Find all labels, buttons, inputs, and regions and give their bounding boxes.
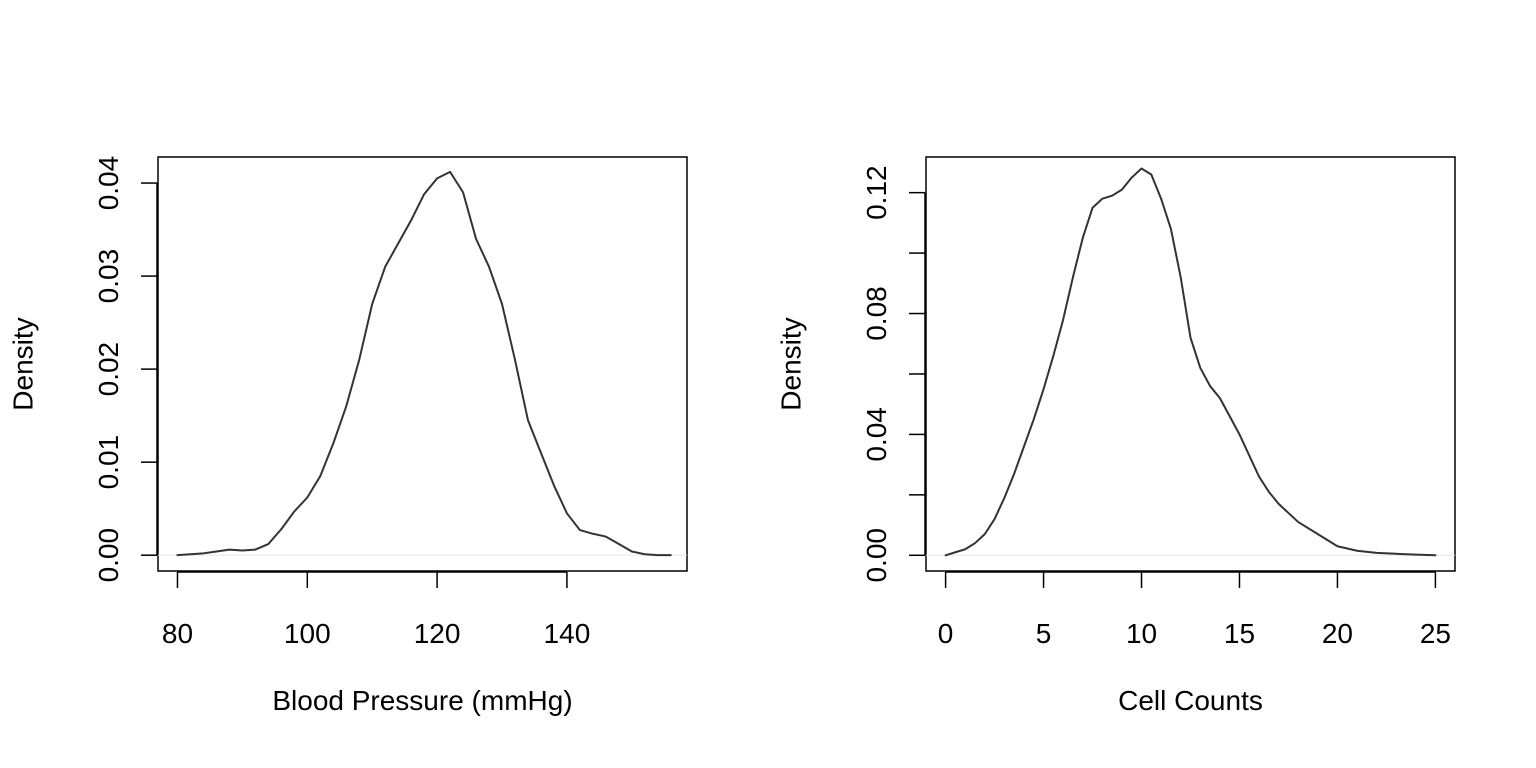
cc-x-tick-label: 10 (1126, 618, 1157, 649)
blood-pressure-density-panel: 80 100 120 140 0.00 0.01 0.02 0.03 0.04 Blood Pre… (7, 156, 688, 716)
bp-x-tick-label: 120 (414, 618, 461, 649)
bp-y-tick-label: 0.03 (93, 249, 124, 304)
cc-y-tick-label: 0.04 (861, 407, 892, 462)
cc-density-curve (944, 167, 1437, 557)
bp-x-axis-title: Blood Pressure (mmHg) (272, 685, 572, 716)
bp-y-tick-label: 0.04 (93, 156, 124, 211)
bp-density-curve (176, 170, 672, 557)
cc-x-axis-title: Cell Counts (1118, 685, 1263, 716)
bp-x-tick-label: 80 (162, 618, 193, 649)
cc-x-tick-label: 5 (1036, 618, 1052, 649)
bp-x-tick-label: 100 (284, 618, 331, 649)
cc-x-tick-label: 0 (938, 618, 954, 649)
cc-y-tick-label: 0.12 (861, 165, 892, 220)
cc-x-tick-label: 20 (1322, 618, 1353, 649)
bp-y-axis-title: Density (7, 317, 38, 410)
cc-y-tick-label: 0.00 (861, 528, 892, 583)
cc-y-axis-title: Density (775, 317, 806, 410)
bp-y-tick-label: 0.02 (93, 342, 124, 397)
bp-y-tick-label: 0.01 (93, 435, 124, 490)
bp-plot-frame (157, 156, 688, 572)
bp-x-tick-label: 140 (544, 618, 591, 649)
cc-plot-frame (925, 156, 1456, 572)
cell-counts-density-panel: 0 5 10 15 20 25 0.00 0.04 0.08 0.12 Cell Counts Den… (775, 156, 1456, 716)
cc-x-tick-label: 25 (1420, 618, 1451, 649)
bp-y-tick-label: 0.00 (93, 528, 124, 583)
cc-x-tick-label: 15 (1224, 618, 1255, 649)
cc-y-tick-label: 0.08 (861, 286, 892, 341)
